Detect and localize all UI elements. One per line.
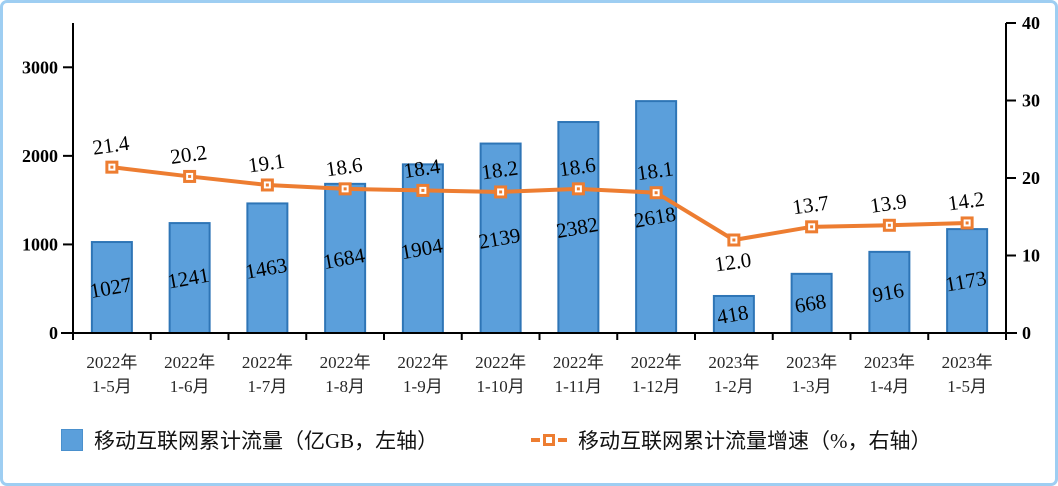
line-marker-dot-4 <box>421 188 425 192</box>
line-marker-dot-11 <box>965 221 969 225</box>
line-label-7: 18.1 <box>635 156 675 185</box>
bar-label-9: 668 <box>793 289 828 318</box>
x-label-year-7: 2022年 <box>631 353 682 372</box>
right-axis-tick-label: 40 <box>1022 13 1040 33</box>
right-axis-tick-label: 0 <box>1022 323 1031 343</box>
x-label-period-2: 1-7月 <box>248 377 288 396</box>
bar-10 <box>868 250 911 335</box>
line-marker-dot-6 <box>576 187 580 191</box>
x-label-year-5: 2022年 <box>475 353 526 372</box>
x-label-period-4: 1-9月 <box>403 377 443 396</box>
x-label-period-11: 1-5月 <box>947 377 987 396</box>
growth-line <box>109 165 970 242</box>
line-marker-dot-10 <box>887 223 891 227</box>
x-label-year-3: 2022年 <box>320 353 371 372</box>
legend-item-growth: 移动互联网累计流量增速（%，右轴） <box>531 427 932 453</box>
legend-item-traffic: 移动互联网累计流量（亿GB，左轴） <box>61 427 438 453</box>
x-label-year-4: 2022年 <box>397 353 448 372</box>
line-label-4: 18.4 <box>402 154 442 183</box>
left-axis-tick-label: 3000 <box>22 57 58 77</box>
x-label-period-6: 1-11月 <box>555 377 603 396</box>
x-label-year-6: 2022年 <box>553 353 604 372</box>
legend-bar-label: 移动互联网累计流量（亿GB，左轴） <box>94 429 439 453</box>
x-label-year-11: 2023年 <box>942 353 993 372</box>
line-marker-dot-2 <box>265 183 269 187</box>
line-label-9: 13.7 <box>791 190 831 219</box>
left-axis-tick-label: 2000 <box>22 146 58 166</box>
line-marker-dot-3 <box>343 187 347 191</box>
line-marker-dot-5 <box>499 190 503 194</box>
line-label-8: 12.0 <box>713 248 753 277</box>
bar-label-10: 916 <box>871 278 906 307</box>
right-axis-tick-label: 10 <box>1022 246 1040 266</box>
bar-5 <box>479 142 522 334</box>
line-label-0: 21.4 <box>91 131 131 160</box>
legend-line-label: 移动互联网累计流量增速（%，右轴） <box>578 429 932 453</box>
legend-line-marker-icon <box>531 434 567 446</box>
left-axis-tick-label: 0 <box>49 323 58 343</box>
x-label-period-9: 1-3月 <box>792 377 832 396</box>
legend-bar-swatch-icon <box>61 429 83 451</box>
line-label-11: 14.2 <box>946 187 986 216</box>
x-label-period-10: 1-4月 <box>870 377 910 396</box>
bar-0 <box>90 241 133 334</box>
line-label-10: 13.9 <box>869 189 909 218</box>
bar-label-8: 418 <box>715 300 750 329</box>
line-marker-dot-8 <box>732 238 736 242</box>
x-label-period-3: 1-8月 <box>325 377 365 396</box>
x-label-period-1: 1-6月 <box>170 377 210 396</box>
x-label-period-7: 1-12月 <box>632 377 680 396</box>
line-marker-dot-7 <box>654 191 658 195</box>
line-marker-dot-0 <box>110 165 114 169</box>
bar-7 <box>635 100 678 335</box>
x-label-year-2: 2022年 <box>242 353 293 372</box>
x-label-year-0: 2022年 <box>86 353 137 372</box>
line-label-3: 18.6 <box>324 152 364 181</box>
line-marker-dot-9 <box>810 225 814 229</box>
x-label-period-0: 1-5月 <box>92 377 132 396</box>
x-label-year-8: 2023年 <box>708 353 759 372</box>
line-label-2: 19.1 <box>247 149 287 178</box>
x-label-year-10: 2023年 <box>864 353 915 372</box>
bar-3 <box>324 182 367 334</box>
x-label-year-1: 2022年 <box>164 353 215 372</box>
x-label-period-8: 1-2月 <box>714 377 754 396</box>
left-axis-tick-label: 1000 <box>22 234 58 254</box>
line-label-5: 18.2 <box>480 156 520 185</box>
bar-9 <box>790 272 833 335</box>
line-label-6: 18.6 <box>558 152 598 181</box>
right-axis-tick-label: 20 <box>1022 168 1040 188</box>
x-label-period-5: 1-10月 <box>477 377 525 396</box>
x-label-year-9: 2023年 <box>786 353 837 372</box>
line-marker-dot-1 <box>188 174 192 178</box>
right-axis-tick-label: 30 <box>1022 91 1040 111</box>
bar-11 <box>946 228 989 334</box>
line-label-1: 20.2 <box>169 140 209 169</box>
